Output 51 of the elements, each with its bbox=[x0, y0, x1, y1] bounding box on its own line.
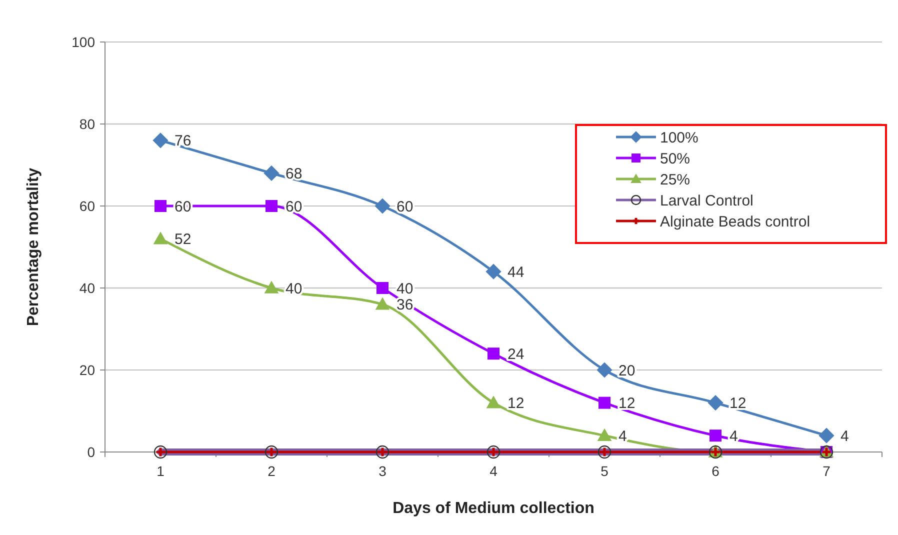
x-tick-label: 2 bbox=[268, 463, 276, 479]
data-label: 68 bbox=[286, 165, 302, 182]
data-label: 12 bbox=[618, 395, 636, 412]
point bbox=[264, 280, 279, 294]
y-tick-label: 100 bbox=[72, 34, 96, 50]
x-tick-label: 3 bbox=[378, 463, 387, 479]
point bbox=[486, 396, 501, 408]
y-tick-label: 80 bbox=[79, 116, 96, 132]
point bbox=[264, 165, 280, 181]
y-tick-label: 40 bbox=[79, 280, 96, 296]
point bbox=[708, 395, 724, 411]
point bbox=[153, 232, 168, 244]
data-label: 52 bbox=[174, 231, 192, 248]
y-tick-label: 60 bbox=[79, 198, 96, 214]
point bbox=[597, 428, 612, 441]
x-tick-label: 5 bbox=[600, 463, 609, 479]
y-axis-title: Percentage mortality bbox=[25, 168, 42, 326]
legend-label: 50% bbox=[660, 150, 690, 168]
point bbox=[818, 428, 834, 444]
data-label: 44 bbox=[508, 264, 524, 281]
data-label: 76 bbox=[174, 132, 192, 150]
data-label: 24 bbox=[508, 346, 524, 363]
x-tick-label: 4 bbox=[490, 463, 498, 479]
legend-label: 100% bbox=[660, 129, 698, 146]
point bbox=[488, 348, 500, 360]
data-label: 12 bbox=[508, 395, 524, 412]
point bbox=[375, 297, 390, 310]
point bbox=[486, 264, 502, 280]
data-label: 12 bbox=[730, 395, 746, 412]
data-label: 40 bbox=[396, 280, 414, 298]
point bbox=[376, 282, 388, 294]
data-label: 20 bbox=[618, 362, 636, 380]
y-tick-label: 0 bbox=[87, 444, 96, 460]
x-tick-label: 1 bbox=[156, 463, 165, 479]
data-label: 60 bbox=[286, 198, 302, 216]
legend-label: Alginate Beads control bbox=[660, 213, 810, 230]
point bbox=[154, 200, 166, 212]
data-label: 60 bbox=[396, 198, 414, 216]
point bbox=[266, 200, 278, 212]
x-tick-label: 7 bbox=[822, 463, 831, 479]
point bbox=[152, 132, 168, 148]
legend-label: 25% bbox=[660, 171, 690, 188]
data-label: 4 bbox=[840, 428, 849, 445]
x-tick-label: 6 bbox=[712, 463, 720, 479]
point bbox=[710, 430, 722, 442]
point bbox=[374, 198, 390, 214]
x-axis-title: Days of Medium collection bbox=[392, 500, 594, 517]
point bbox=[596, 362, 612, 378]
legend-label: Larval Control bbox=[660, 192, 754, 210]
point bbox=[598, 396, 610, 409]
y-tick-label: 20 bbox=[79, 362, 96, 378]
